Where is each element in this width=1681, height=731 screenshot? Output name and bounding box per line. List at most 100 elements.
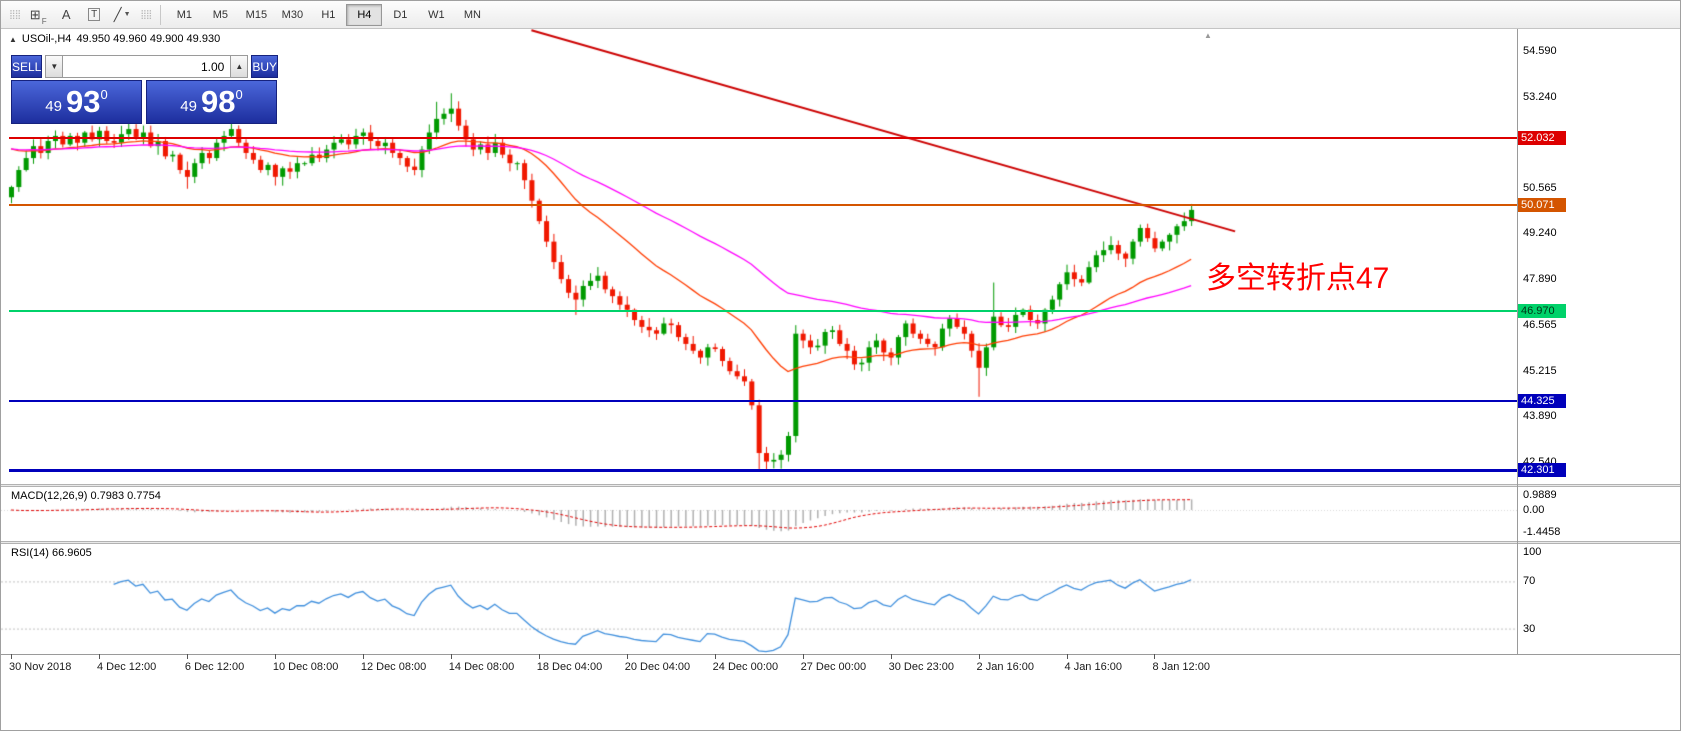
timeframe-h4[interactable]: H4	[346, 3, 383, 26]
toolbar-drag-handle[interactable]: ⣿⣿	[9, 9, 21, 19]
price-tag: 44.325	[1518, 394, 1566, 409]
time-tick	[1066, 654, 1068, 659]
price-tick: 45.215	[1523, 364, 1557, 377]
collapse-trade-panel-icon[interactable]: ▲	[9, 34, 17, 44]
toolbar-separator	[160, 4, 162, 25]
horizontal-line[interactable]	[9, 309, 1517, 312]
timeframe-m15[interactable]: M15	[245, 8, 268, 21]
price-tick: 50.565	[1523, 182, 1557, 195]
time-label: 10 Dec 08:00	[272, 661, 339, 673]
time-label: 27 Dec 00:00	[800, 661, 867, 673]
price-scale-border	[1517, 29, 1518, 655]
rsi-scale-tick: 70	[1523, 575, 1536, 588]
timeframe-h1[interactable]: H1	[321, 8, 336, 21]
volume-group: ▼ ▲	[45, 55, 249, 78]
time-tick	[1154, 654, 1156, 659]
price-tick: 43.890	[1523, 409, 1557, 422]
macd-scale-tick: 0.00	[1523, 504, 1545, 516]
symbol-period-label: USOil-,H4	[21, 33, 72, 45]
time-label: 6 Dec 12:00	[184, 661, 245, 673]
rsi-panel-canvas[interactable]	[1, 544, 1517, 654]
time-label: 30 Dec 23:00	[888, 661, 955, 673]
time-tick	[538, 654, 540, 659]
time-label: 14 Dec 08:00	[448, 661, 515, 673]
horizontal-line[interactable]	[9, 468, 1517, 472]
timeframe-m5[interactable]: M5	[212, 8, 229, 21]
sell-button[interactable]: SELL	[11, 55, 43, 78]
time-label: 24 Dec 00:00	[712, 661, 779, 673]
buy-price-big: 98	[200, 84, 236, 119]
timeframe-m1[interactable]: M1	[176, 8, 193, 21]
time-label: 18 Dec 04:00	[536, 661, 603, 673]
price-tick: 53.240	[1523, 91, 1557, 104]
text-annotation-icon[interactable]: A	[61, 7, 71, 22]
rsi-label: RSI(14) 66.9605	[11, 547, 92, 559]
timeframe-m30[interactable]: M30	[281, 8, 304, 21]
time-label: 20 Dec 04:00	[624, 661, 691, 673]
macd-scale-tick: 0.9889	[1523, 489, 1557, 502]
timeframe-d1[interactable]: D1	[393, 8, 408, 21]
buy-price-sup: 0	[235, 87, 243, 102]
time-label: 4 Dec 12:00	[96, 661, 157, 673]
macd-label: MACD(12,26,9) 0.7983 0.7754	[11, 490, 161, 502]
toolbar: ⣿⣿ ⊞ F A T ╱ ▼ ⣿⣿ M1 M5 M15 M30 H1 H4 D1 W1 MN	[1, 1, 1680, 29]
macd-panel-separator[interactable]	[1, 484, 1680, 487]
horizontal-line[interactable]	[9, 137, 1517, 140]
sell-price-sup: 0	[100, 87, 108, 102]
volume-increase-button[interactable]: ▲	[230, 55, 249, 78]
time-axis-border	[1, 654, 1680, 655]
time-label: 8 Jan 12:00	[1152, 661, 1210, 673]
time-tick	[362, 654, 364, 659]
drawing-tools-icon[interactable]: ╱ ▼	[113, 6, 131, 22]
time-tick	[890, 654, 892, 659]
volume-decrease-button[interactable]: ▼	[45, 55, 64, 78]
time-tick	[11, 654, 12, 659]
horizontal-line[interactable]	[9, 400, 1517, 403]
buy-price-prefix: 49	[180, 97, 197, 115]
chart-text-annotation: 多空转折点47	[1206, 262, 1390, 295]
time-label: 12 Dec 08:00	[360, 661, 427, 673]
price-tick: 54.590	[1523, 45, 1557, 57]
price-tag: 46.970	[1518, 303, 1566, 318]
price-tick: 49.240	[1523, 227, 1557, 240]
time-tick	[98, 654, 100, 659]
grid-f-icon[interactable]: ⊞ F	[29, 6, 47, 26]
rsi-scale-tick: 30	[1523, 622, 1536, 635]
timeframe-mn[interactable]: MN	[463, 8, 481, 21]
rsi-scale-tick: 100	[1523, 546, 1542, 558]
time-label: 30 Nov 2018	[9, 661, 72, 673]
macd-scale-tick: -1.4458	[1523, 525, 1561, 538]
one-click-trade-panel: SELL ▼ ▲ BUY 49 93 0 49 98 0	[11, 55, 279, 124]
ohlc-values: 49.950 49.960 49.900 49.930	[76, 33, 221, 45]
timeframe-drag-handle[interactable]: ⣿⣿	[140, 9, 152, 19]
chart-shift-marker[interactable]: ▲	[1204, 31, 1212, 40]
buy-button[interactable]: BUY	[251, 55, 279, 78]
time-tick	[274, 654, 276, 659]
macd-panel-canvas[interactable]	[1, 487, 1517, 541]
text-label-icon[interactable]: T	[81, 3, 107, 27]
rsi-panel-separator[interactable]	[1, 541, 1680, 544]
price-tick: 47.890	[1523, 273, 1557, 286]
volume-input[interactable]	[63, 55, 231, 78]
price-tag: 42.301	[1518, 463, 1566, 478]
time-tick	[802, 654, 804, 659]
time-tick	[978, 654, 980, 659]
sell-price-big: 93	[65, 84, 101, 119]
timeframe-w1[interactable]: W1	[428, 8, 445, 21]
time-label: 4 Jan 16:00	[1064, 661, 1123, 673]
time-label: 2 Jan 16:00	[976, 661, 1035, 673]
time-tick	[714, 654, 716, 659]
price-tick: 46.565	[1523, 318, 1557, 331]
time-tick	[450, 654, 452, 659]
timeframe-group: M1 M5 M15 M30 H1 H4 D1 W1 MN	[166, 3, 490, 26]
time-tick	[186, 654, 188, 659]
price-tag: 52.032	[1518, 131, 1566, 146]
toolbar-icon-group: ⊞ F A T ╱ ▼	[24, 3, 136, 27]
time-tick	[626, 654, 628, 659]
buy-price-button[interactable]: 49 98 0	[146, 80, 277, 124]
price-tag: 50.071	[1518, 198, 1566, 213]
sell-price-button[interactable]: 49 93 0	[11, 80, 142, 124]
chart-title: ▲ USOil-,H4 49.950 49.960 49.900 49.930	[9, 33, 220, 45]
horizontal-line[interactable]	[9, 204, 1517, 207]
